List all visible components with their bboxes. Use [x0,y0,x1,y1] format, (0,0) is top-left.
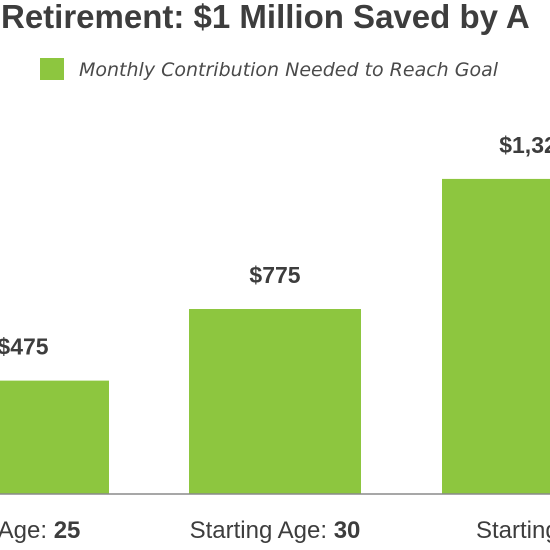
value-label-2: $775 [249,262,300,288]
bar-3 [442,178,550,494]
value-label-3: $1,32 [499,132,550,158]
legend-swatch [40,58,64,80]
category-labels-group: ng Age: 25 Starting Age: 30 Starting A [0,517,550,544]
category-label-1: ng Age: 25 [0,517,80,544]
category-label-3: Starting A [476,517,550,544]
chart-title: Retirement: $1 Million Saved by A [1,0,530,35]
value-labels-group: $475 $775 $1,32 [0,132,550,360]
category-label-2: Starting Age: 30 [190,517,361,544]
legend: Monthly Contribution Needed to Reach Goa… [40,58,499,81]
bars-group [0,178,550,494]
value-label-1: $475 [0,334,49,360]
bar-1 [0,380,109,494]
bar-2 [189,309,361,494]
legend-label: Monthly Contribution Needed to Reach Goa… [79,59,499,81]
